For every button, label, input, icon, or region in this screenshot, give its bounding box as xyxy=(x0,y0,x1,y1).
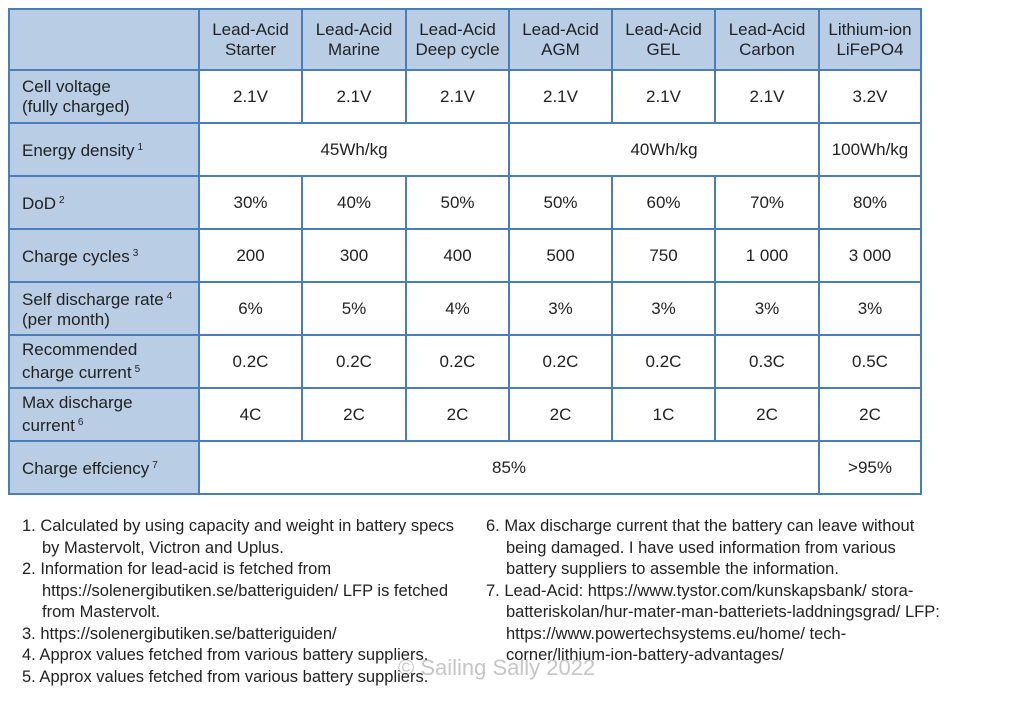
column-header: Lead-Acid Marine xyxy=(301,8,407,71)
cell: 2.1V xyxy=(714,69,820,124)
cell: 3% xyxy=(611,281,716,336)
cell: 2C xyxy=(818,387,922,442)
column-header: Lead-Acid Carbon xyxy=(714,8,820,71)
cell: 0.2C xyxy=(405,334,510,389)
cell: 1 000 xyxy=(714,228,820,283)
footnote: 7. Lead-Acid: https://www.tystor.com/kun… xyxy=(486,581,940,665)
cell: 2.1V xyxy=(611,69,716,124)
footnote: 5. Approx values fetched from various ba… xyxy=(22,667,429,686)
footnote: 6. Max discharge current that the batter… xyxy=(486,517,915,578)
cell: 2.1V xyxy=(301,69,407,124)
cell: 2.1V xyxy=(508,69,613,124)
table-row: Cell voltage (fully charged) 2.1V 2.1V 2.1V… xyxy=(8,69,922,124)
table-row: Max discharge current 6 4C 2C 2C 2C 1C 2C 2C xyxy=(8,387,922,442)
cell: 60% xyxy=(611,175,716,230)
footnote: 2. Information for lead-acid is fetched … xyxy=(22,560,449,621)
column-header: Lead-Acid Starter xyxy=(198,8,303,71)
row-label: Energy density 1 xyxy=(8,122,200,177)
footnote: 4. Approx values fetched from various ba… xyxy=(22,646,429,664)
cell: 3% xyxy=(714,281,820,336)
cell: 2C xyxy=(301,387,407,442)
cell: 2C xyxy=(714,387,820,442)
cell: 2C xyxy=(508,387,613,442)
table-row: Recommended charge current 5 0.2C 0.2C 0.2C 0… xyxy=(8,334,922,389)
column-header: Lead-Acid GEL xyxy=(611,8,716,71)
corner-cell xyxy=(8,8,200,71)
cell: 200 xyxy=(198,228,303,283)
cell: 100Wh/kg xyxy=(818,122,922,177)
cell: 0.2C xyxy=(611,334,716,389)
cell: 1C xyxy=(611,387,716,442)
cell: 300 xyxy=(301,228,407,283)
row-label: DoD 2 xyxy=(8,175,200,230)
table-row: Self discharge rate 4 (per month) 6% 5% 4% 3% 3… xyxy=(8,281,922,336)
table-row: Charge effciency 7 85% >95% xyxy=(8,440,922,495)
column-header: Lead-Acid AGM xyxy=(508,8,613,71)
cell: 6% xyxy=(198,281,303,336)
footnote: 1. Calculated by using capacity and weig… xyxy=(22,517,454,557)
cell: 2.1V xyxy=(405,69,510,124)
column-header: Lithium-ion LiFePO4 xyxy=(818,8,922,71)
cell: 4% xyxy=(405,281,510,336)
row-label: Charge cycles 3 xyxy=(8,228,200,283)
cell: 3% xyxy=(818,281,922,336)
row-label: Max discharge current 6 xyxy=(8,387,200,442)
cell: 4C xyxy=(198,387,303,442)
cell: 750 xyxy=(611,228,716,283)
cell: 0.2C xyxy=(508,334,613,389)
cell: 50% xyxy=(508,175,613,230)
cell: 80% xyxy=(818,175,922,230)
cell: 50% xyxy=(405,175,510,230)
cell: 3.2V xyxy=(818,69,922,124)
cell: 3% xyxy=(508,281,613,336)
row-label: Self discharge rate 4 (per month) xyxy=(8,281,200,336)
footnotes-right: 6. Max discharge current that the batter… xyxy=(486,516,946,667)
table-row: Energy density 1 45Wh/kg 40Wh/kg 100Wh/kg xyxy=(8,122,922,177)
watermark: © Sailing Sally 2022 xyxy=(398,655,596,680)
cell: 0.2C xyxy=(301,334,407,389)
battery-comparison-table: Lead-Acid Starter Lead-Acid Marine Lead-Ac… xyxy=(8,8,922,495)
cell: 70% xyxy=(714,175,820,230)
cell: 0.2C xyxy=(198,334,303,389)
cell: 45Wh/kg xyxy=(198,122,510,177)
cell: 0.3C xyxy=(714,334,820,389)
cell: 40Wh/kg xyxy=(508,122,820,177)
footnotes-left: 1. Calculated by using capacity and weig… xyxy=(22,516,472,688)
table-row: DoD 2 30% 40% 50% 50% 60% 70% 80% xyxy=(8,175,922,230)
row-label: Cell voltage (fully charged) xyxy=(8,69,200,124)
cell: >95% xyxy=(818,440,922,495)
cell: 3 000 xyxy=(818,228,922,283)
row-label: Recommended charge current 5 xyxy=(8,334,200,389)
cell: 40% xyxy=(301,175,407,230)
footnote: 3. https://solenergibutiken.se/batterigu… xyxy=(22,624,337,643)
cell: 2C xyxy=(405,387,510,442)
cell: 85% xyxy=(198,440,820,495)
column-header: Lead-Acid Deep cycle xyxy=(405,8,510,71)
cell: 30% xyxy=(198,175,303,230)
cell: 2.1V xyxy=(198,69,303,124)
cell: 5% xyxy=(301,281,407,336)
cell: 500 xyxy=(508,228,613,283)
row-label: Charge effciency 7 xyxy=(8,440,200,495)
header-row: Lead-Acid Starter Lead-Acid Marine Lead-Ac… xyxy=(8,8,922,71)
cell: 0.5C xyxy=(818,334,922,389)
cell: 400 xyxy=(405,228,510,283)
table-row: Charge cycles 3 200 300 400 500 750 1 000 3 000 xyxy=(8,228,922,283)
